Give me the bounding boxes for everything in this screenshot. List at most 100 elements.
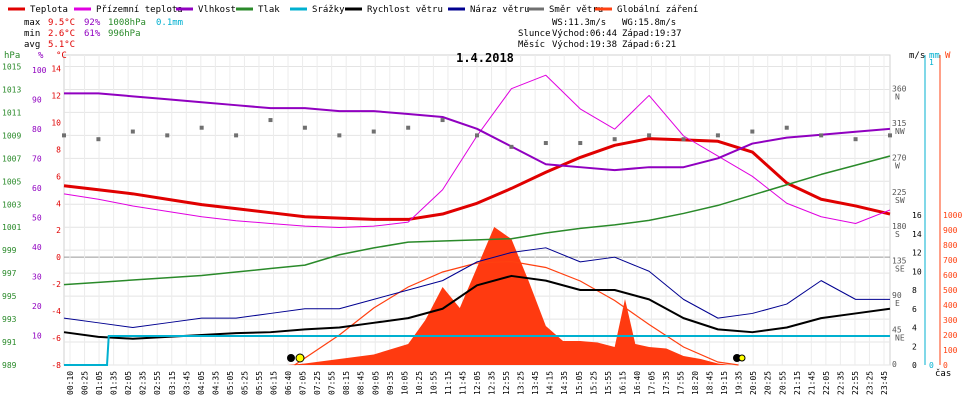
sunrise-icon	[295, 353, 305, 363]
legend-label-5: Rychlost větru	[367, 5, 443, 15]
wind-tick-3: 10	[912, 267, 922, 276]
pct-unit: %	[38, 51, 44, 61]
hpa-tick-12: 991	[2, 338, 17, 347]
legend-label-2: Vlhkost	[198, 5, 236, 15]
wind-dir-point	[268, 118, 273, 123]
dir-compass-7: NE	[895, 334, 905, 343]
wind-dir-point	[165, 133, 170, 138]
temp-tick-11: -8	[51, 361, 61, 370]
pct-tick-1: 90	[32, 95, 42, 104]
series-line-0	[63, 137, 891, 221]
chart-axes: 1015101310111009100710051003100199999799…	[2, 51, 962, 395]
astro-block: WS:11.3m/s WG:15.8m/s Slunce Východ:06:4…	[518, 18, 682, 50]
rad-tick-5: 500	[943, 286, 958, 295]
wind-tick-5: 6	[912, 305, 917, 314]
sun-rise: Východ:06:44	[552, 29, 617, 39]
rain-tick-0: 1	[929, 58, 934, 67]
legend-label-0: Teplota	[30, 5, 68, 15]
x-tick-18: 07:55	[328, 371, 337, 395]
wind-dir-point	[130, 129, 135, 134]
rain-tick-1: 0	[929, 361, 934, 370]
dir-tick-7: 45	[892, 326, 902, 335]
dir-compass-1: NW	[895, 127, 905, 136]
moonrise-icon	[733, 354, 741, 362]
x-tick-41: 17:35	[662, 371, 671, 395]
stats-avg-label: avg	[24, 40, 40, 50]
wind-dir-point	[302, 125, 307, 130]
x-tick-53: 22:35	[836, 371, 845, 395]
x-tick-29: 12:35	[488, 371, 497, 395]
hpa-tick-5: 1005	[2, 177, 21, 186]
wind-dir-point	[234, 133, 239, 138]
dir-compass-0: N	[895, 92, 900, 101]
legend-label-1: Přízemní teplota	[96, 5, 183, 15]
wind-dir-point	[62, 133, 66, 138]
sun-label: Slunce	[518, 29, 551, 39]
stats-max-temp: 9.5°C	[48, 18, 75, 28]
wind-dir-point	[853, 137, 858, 142]
rain-unit: mm	[929, 51, 940, 61]
wind-dir-point	[681, 137, 686, 142]
x-tick-7: 03:15	[168, 371, 177, 395]
hpa-tick-11: 993	[2, 315, 17, 324]
x-tick-38: 16:15	[618, 371, 627, 395]
rad-tick-9: 100	[943, 346, 958, 355]
wind-tick-7: 2	[912, 342, 917, 351]
pct-tick-0: 100	[32, 66, 47, 75]
x-tick-44: 18:45	[706, 371, 715, 395]
wind-dir-point	[199, 125, 204, 130]
theoretical-radiation-line	[294, 260, 739, 366]
pct-tick-9: 10	[32, 331, 42, 340]
x-tick-54: 22:55	[851, 371, 860, 395]
wind-dir-point	[819, 133, 824, 138]
x-tick-14: 06:15	[270, 371, 279, 395]
stats-min-label: min	[24, 29, 40, 39]
x-tick-45: 19:15	[720, 371, 729, 395]
x-tick-10: 04:35	[211, 371, 220, 395]
wind-dir-point	[543, 141, 548, 146]
dir-compass-5: SE	[895, 265, 905, 274]
x-tick-0: 00:10	[66, 371, 75, 395]
temp-unit: °C	[56, 51, 67, 61]
hpa-tick-3: 1009	[2, 131, 21, 140]
moonset-icon	[287, 354, 295, 362]
pct-tick-5: 50	[32, 213, 42, 222]
x-tick-51: 21:45	[807, 371, 816, 395]
x-tick-19: 08:15	[342, 371, 351, 395]
x-axis-label: čas	[935, 368, 951, 379]
wind-dir-point	[475, 133, 479, 138]
temp-tick-8: -2	[51, 280, 61, 289]
dir-compass-2: W	[895, 161, 900, 170]
dir-tick-6: 90	[892, 291, 902, 300]
legend-label-7: Směr větru	[549, 5, 603, 15]
wind-wg: WG:15.8m/s	[622, 18, 676, 28]
moon-label: Měsíc	[518, 40, 545, 50]
pct-tick-4: 60	[32, 184, 42, 193]
x-tick-12: 05:25	[240, 371, 249, 395]
dir-tick-4: 180	[892, 222, 907, 231]
temp-tick-0: 14	[51, 64, 61, 73]
wind-dir-point	[406, 125, 411, 130]
x-tick-33: 14:15	[546, 371, 555, 395]
x-tick-36: 15:25	[589, 371, 598, 395]
x-tick-47: 20:05	[749, 371, 758, 395]
wind-direction-points	[62, 118, 892, 149]
wind-unit: m/s	[909, 51, 925, 61]
x-tick-46: 19:35	[735, 371, 744, 395]
wind-dir-point	[888, 133, 892, 138]
dir-compass-6: E	[895, 299, 900, 308]
x-tick-49: 20:55	[778, 371, 787, 395]
x-tick-37: 15:55	[604, 371, 613, 395]
wind-dir-point	[337, 133, 342, 138]
x-tick-6: 02:55	[153, 371, 162, 395]
temp-tick-3: 8	[56, 145, 61, 154]
x-tick-15: 06:40	[284, 371, 293, 395]
temp-tick-9: -4	[51, 307, 61, 316]
x-tick-23: 10:05	[400, 371, 409, 395]
dir-tick-5: 135	[892, 257, 907, 266]
stats-avg-temp: 5.1°C	[48, 40, 75, 50]
series-line-2	[64, 92, 891, 172]
temp-tick-1: 12	[51, 91, 61, 100]
pct-tick-6: 40	[32, 243, 42, 252]
wind-dir-point	[371, 129, 376, 134]
